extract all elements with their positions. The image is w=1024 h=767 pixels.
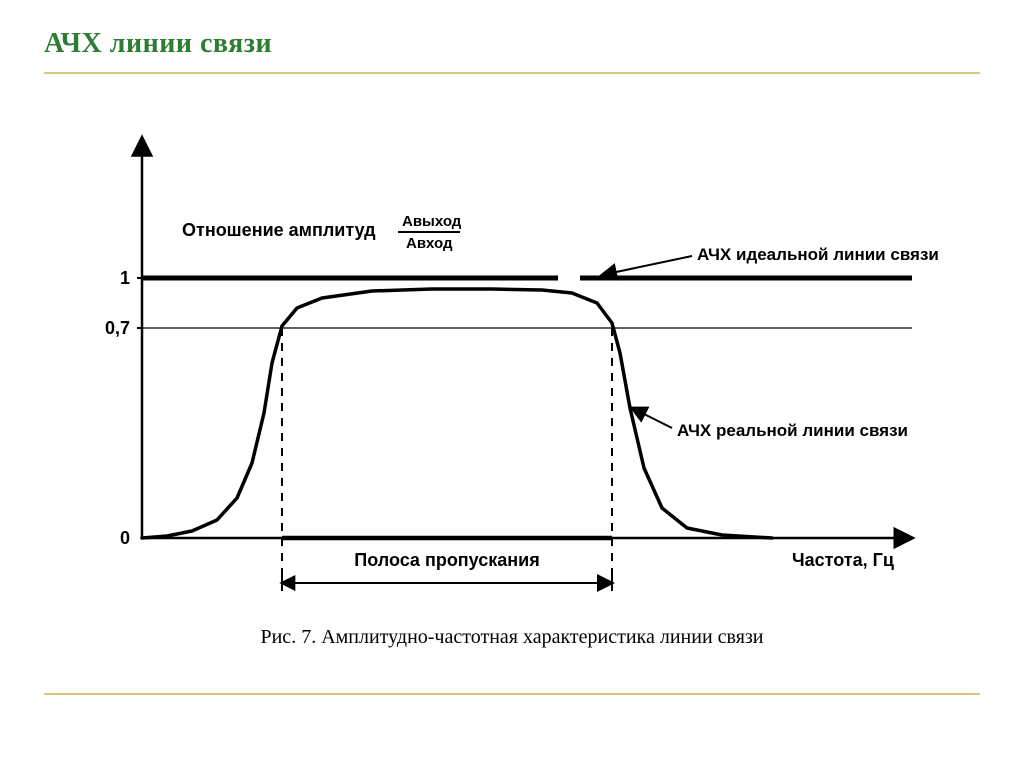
svg-text:1: 1 [120,268,130,288]
svg-text:0: 0 [120,528,130,548]
svg-text:Aвход: Aвход [406,235,453,252]
svg-text:0,7: 0,7 [105,318,130,338]
title-underline [44,72,980,74]
frequency-response-diagram: 0 0,7 1 Частота, Гц Отношение амплитуд Aвыход… [72,108,952,608]
svg-text:АЧХ идеальной линии связи: АЧХ идеальной линии связи [697,245,939,264]
svg-text:Aвыход: Aвыход [402,213,462,230]
svg-text:АЧХ реальной линии связи: АЧХ реальной линии связи [677,421,908,440]
page-title: АЧХ линии связи [44,28,980,66]
svg-text:Полоса пропускания: Полоса пропускания [354,550,539,570]
svg-text:Частота, Гц: Частота, Гц [792,550,894,570]
bottom-rule [44,693,980,695]
svg-text:Отношение амплитуд: Отношение амплитуд [182,220,376,240]
figure-caption: Рис. 7. Амплитудно-частотная характерист… [44,626,980,649]
